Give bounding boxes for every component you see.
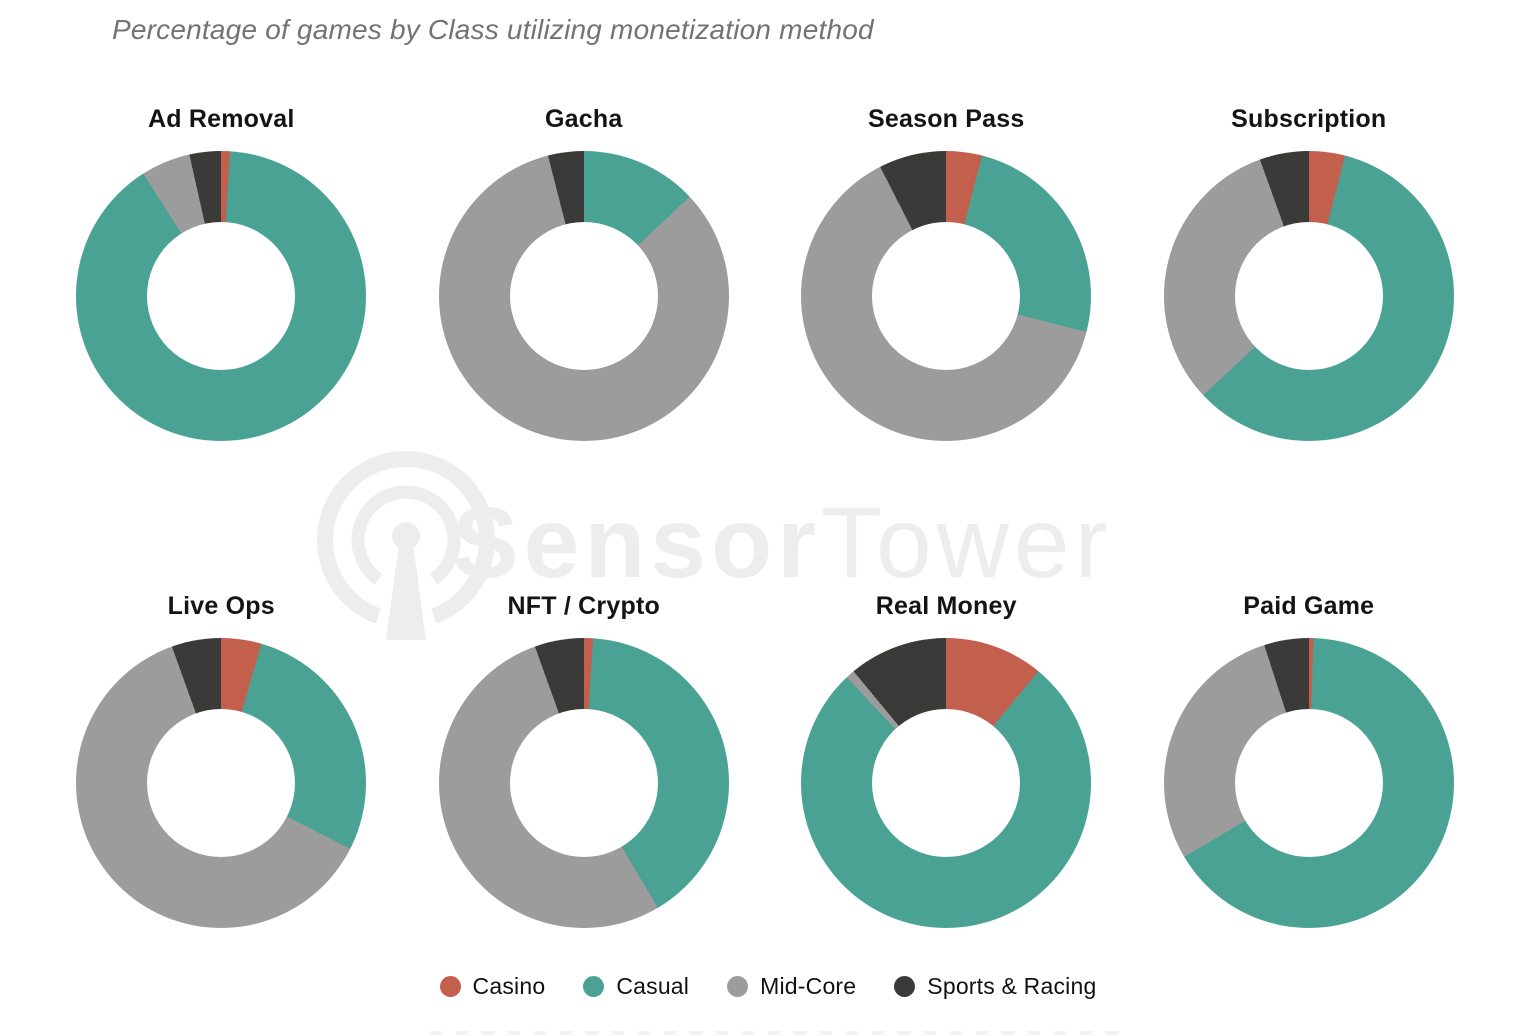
legend-item-casino: Casino (439, 973, 546, 1000)
sensortower-logo-icon (317, 451, 495, 640)
chart-title: Gacha (545, 105, 623, 133)
legend-dot-casino (439, 976, 461, 997)
legend-item-mid-core: Mid-Core (727, 973, 856, 1000)
legend-dot-casual (583, 976, 605, 997)
chart-live-ops: Live Ops (40, 582, 403, 928)
chart-season-pass: Season Pass (765, 95, 1128, 582)
donut-season-pass (801, 151, 1092, 441)
donut-hole (509, 222, 658, 370)
legend-label: Casual (616, 973, 690, 999)
legend: Casino Casual Mid-Core Sports & Racing (0, 973, 1536, 1000)
donut-hole (1234, 709, 1383, 857)
donut-hole (1234, 222, 1383, 370)
donut-charts-grid: Ad Removal Gacha Season Pass Subscriptio… (40, 95, 1490, 928)
donut-paid-game (1163, 638, 1454, 928)
legend-label: Sports & Racing (927, 973, 1097, 999)
chart-ad-removal: Ad Removal (40, 95, 403, 582)
donut-hole (147, 222, 296, 370)
donut-subscription (1163, 151, 1454, 441)
chart-title: Real Money (875, 592, 1017, 620)
donut-hole (509, 709, 658, 857)
chart-title: Subscription (1231, 105, 1387, 133)
donut-nft-crypto (438, 638, 729, 928)
donut-live-ops (76, 638, 367, 928)
donut-hole (872, 222, 1021, 370)
chart-title: Paid Game (1243, 592, 1375, 620)
watermark-brand-tower: Tower (821, 487, 1113, 599)
watermark-text: SensorTower (452, 488, 1113, 598)
chart-nft-crypto: NFT / Crypto (403, 582, 766, 928)
legend-item-casual: Casual (583, 973, 689, 1000)
donut-gacha (438, 151, 729, 441)
chart-title: Ad Removal (148, 105, 295, 133)
chart-paid-game: Paid Game (1128, 582, 1491, 928)
donut-real-money (801, 638, 1092, 928)
watermark-brand-sensor: Sensor (452, 487, 822, 599)
chart-real-money: Real Money (765, 582, 1128, 928)
chart-gacha: Gacha (403, 95, 766, 582)
chart-title: NFT / Crypto (507, 592, 660, 620)
legend-dot-mid-core (727, 976, 749, 997)
legend-dot-sports-racing (894, 976, 916, 997)
page-title: Percentage of games by Class utilizing m… (112, 14, 874, 45)
chart-title: Season Pass (868, 105, 1025, 133)
legend-item-sports-racing: Sports & Racing (894, 973, 1096, 1000)
legend-label: Casino (472, 973, 546, 999)
chart-title: Live Ops (167, 592, 275, 620)
donut-hole (147, 709, 296, 857)
donut-ad-removal (76, 151, 367, 441)
donut-hole (872, 709, 1021, 857)
legend-label: Mid-Core (760, 973, 857, 999)
chart-subscription: Subscription (1128, 95, 1491, 582)
cropped-text-remnant (430, 1031, 1120, 1035)
